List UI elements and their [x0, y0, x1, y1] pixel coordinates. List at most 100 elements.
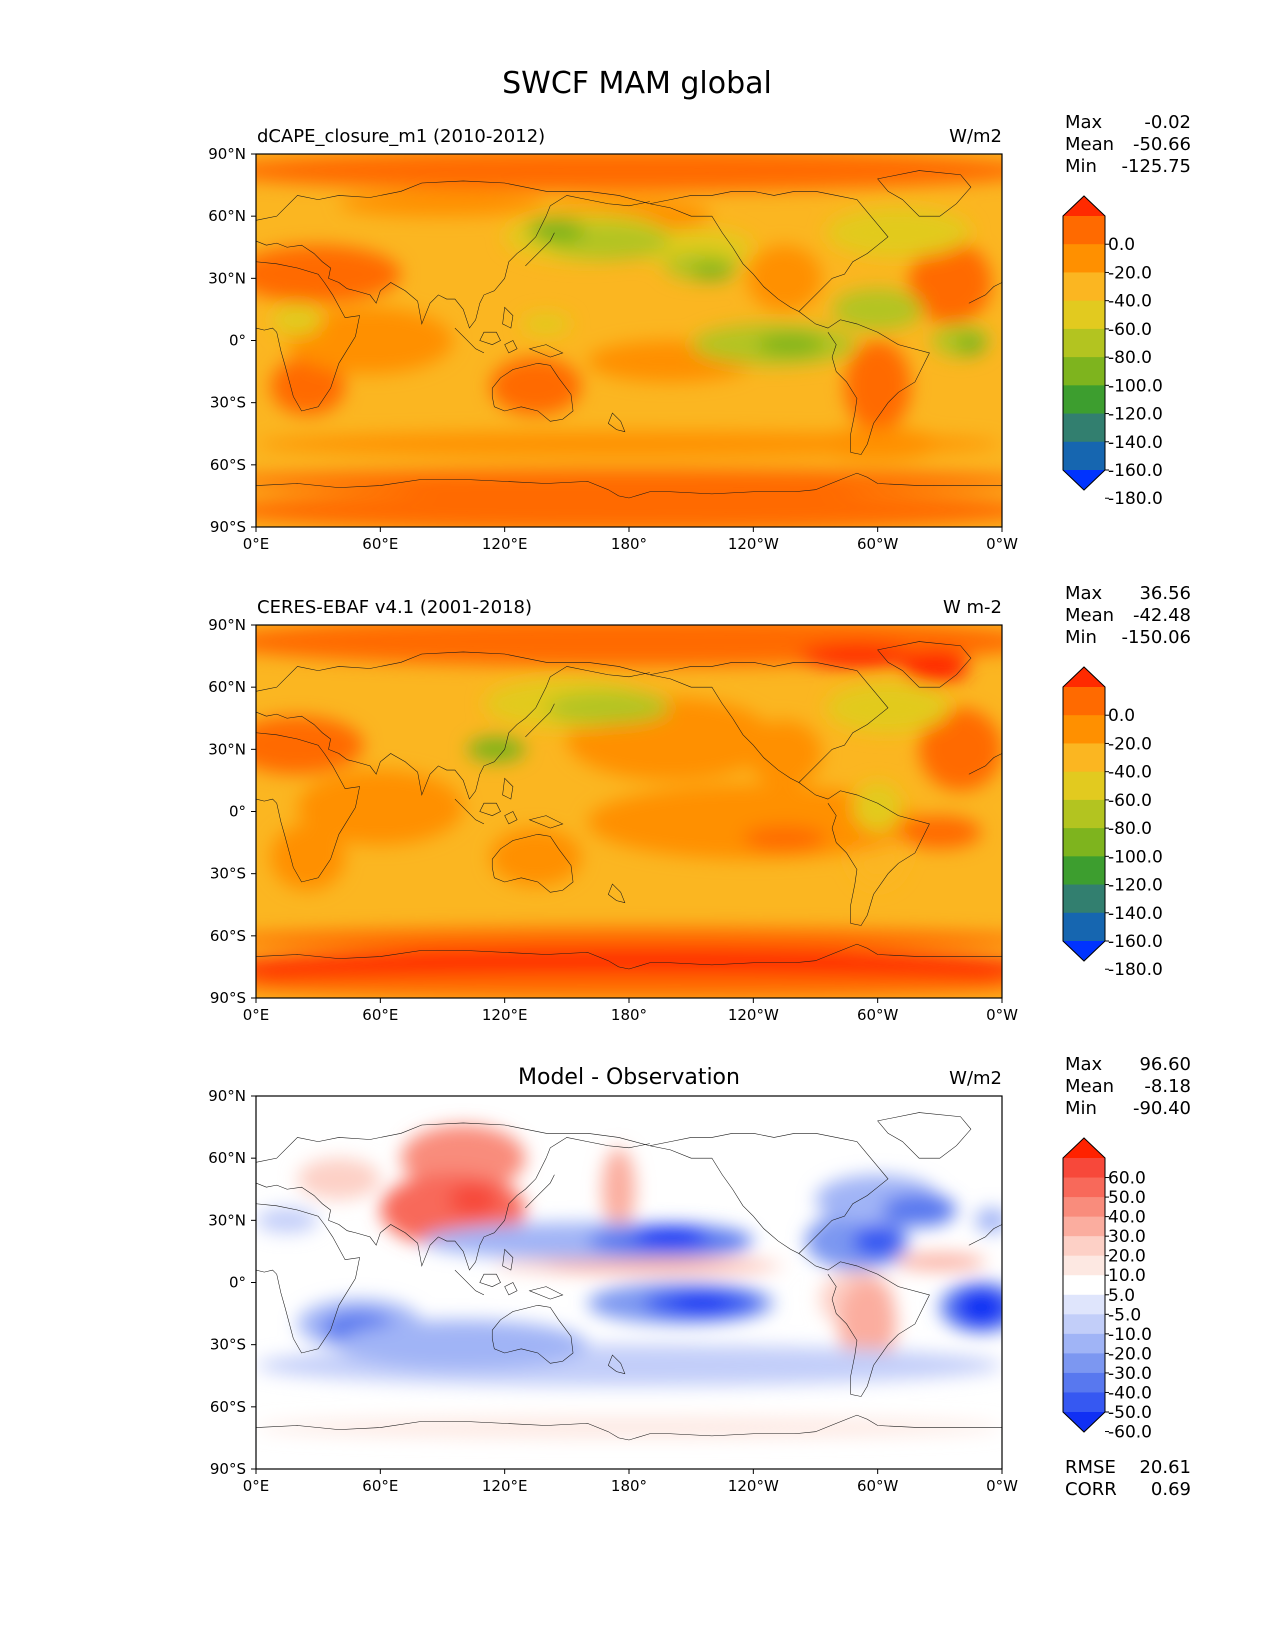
- colorbar-segment: [1063, 1177, 1105, 1198]
- x-tick-label: 120°W: [728, 535, 779, 553]
- colorbar-segment: [1063, 884, 1105, 914]
- colorbar-extend-min: [1063, 470, 1105, 490]
- field-contour: [521, 313, 571, 335]
- colorbar-label: -160.0: [1108, 932, 1163, 952]
- colorbar-extend-max: [1063, 196, 1105, 216]
- panel-model: 0°E 60°E 120°E 180° 120°W 60°W 0°W 90°N 60°N 30°N…: [208, 112, 1191, 553]
- y-tick-label: 60°S: [210, 1398, 246, 1416]
- colorbar-label: 0.0: [1108, 706, 1135, 726]
- panel-units: W m-2: [943, 597, 1002, 618]
- field-contour: [881, 1193, 957, 1227]
- field-contour: [898, 815, 982, 849]
- colorbar-label: -100.0: [1108, 847, 1163, 867]
- colorbar-segment: [1063, 385, 1105, 415]
- x-tick-label: 120°E: [482, 1477, 528, 1495]
- x-tick-label: 120°E: [482, 1006, 528, 1024]
- y-tick-label: 60°S: [210, 927, 246, 945]
- colorbar-extend-max: [1063, 667, 1105, 687]
- field-contour: [467, 736, 526, 762]
- colorbar-segment: [1063, 743, 1105, 773]
- colorbar-segment: [1063, 1236, 1105, 1257]
- stat-value: 96.60: [1139, 1054, 1191, 1075]
- x-tick-label: 60°E: [362, 535, 398, 553]
- stat-label: Mean: [1065, 1076, 1114, 1097]
- field-contour: [742, 826, 826, 851]
- field-contour: [672, 1294, 731, 1312]
- map-field: [256, 1096, 1002, 1469]
- field-contour: [908, 241, 992, 324]
- y-tick-label: 60°S: [210, 456, 246, 474]
- colorbar-label: -60.0: [1108, 1423, 1152, 1443]
- field-contour: [832, 288, 924, 331]
- x-tick-label: 0°W: [986, 1006, 1018, 1024]
- stat-value: -150.06: [1122, 627, 1191, 648]
- colorbar-segment: [1063, 1392, 1105, 1413]
- y-tick-label: 0°: [229, 803, 246, 821]
- colorbar-label: -100.0: [1108, 376, 1163, 396]
- field-contour: [490, 828, 582, 887]
- colorbar-extend-max: [1063, 1138, 1105, 1158]
- y-tick-label: 0°: [229, 1274, 246, 1292]
- y-tick-label: 30°N: [208, 269, 246, 287]
- colorbar-segment: [1063, 912, 1105, 942]
- y-tick-label: 90°N: [208, 1087, 246, 1105]
- y-tick-label: 30°S: [210, 1336, 246, 1354]
- stat-label: Mean: [1065, 134, 1114, 155]
- field-contour: [490, 357, 582, 416]
- stat-label: Max: [1065, 1054, 1103, 1075]
- field-contour: [256, 1417, 1002, 1438]
- colorbar-label: 50.0: [1108, 1188, 1146, 1208]
- stat-label: Mean: [1065, 605, 1114, 626]
- colorbar-segment: [1063, 1314, 1105, 1335]
- colorbar: 60.050.040.030.020.010.05.0-5.0-10.0-20.…: [1062, 1137, 1152, 1443]
- field-contour: [975, 1207, 1002, 1233]
- colorbar-segment: [1063, 799, 1105, 829]
- colorbar-label: -40.0: [1108, 763, 1152, 783]
- field-contour: [956, 334, 986, 356]
- y-tick-label: 90°S: [210, 518, 246, 536]
- colorbar-label: -10.0: [1108, 1325, 1152, 1345]
- colorbar-segment: [1063, 1197, 1105, 1218]
- field-contour: [527, 218, 586, 244]
- field-contour: [587, 784, 920, 860]
- stat-label: Min: [1065, 156, 1097, 177]
- colorbar-label: -60.0: [1108, 791, 1152, 811]
- field-contour: [838, 1278, 897, 1370]
- colorbar-segment: [1063, 687, 1105, 716]
- colorbar-label: -120.0: [1108, 876, 1163, 896]
- x-tick-label: 0°E: [243, 1477, 270, 1495]
- field-contour: [919, 707, 1002, 791]
- y-tick-label: 90°N: [208, 616, 246, 634]
- colorbar-label: -5.0: [1108, 1305, 1141, 1325]
- colorbar-segment: [1063, 1353, 1105, 1374]
- field-contour: [852, 1224, 903, 1258]
- colorbar-segment: [1063, 715, 1105, 744]
- x-tick-label: 120°E: [482, 535, 528, 553]
- colorbar-segment: [1063, 771, 1105, 801]
- panel-units: W/m2: [949, 126, 1002, 147]
- stat-label: RMSE: [1065, 1457, 1116, 1478]
- x-tick-label: 60°W: [857, 535, 899, 553]
- field-contour: [894, 1253, 986, 1271]
- colorbar-label: 10.0: [1108, 1266, 1146, 1286]
- colorbar-label: 40.0: [1108, 1208, 1146, 1228]
- x-tick-label: 120°W: [728, 1477, 779, 1495]
- figure-title: SWCF MAM global: [502, 66, 772, 101]
- x-tick-label: 180°: [611, 1477, 647, 1495]
- colorbar-label: 0.0: [1108, 235, 1135, 255]
- x-tick-label: 60°W: [857, 1006, 899, 1024]
- y-tick-label: 0°: [229, 332, 246, 350]
- colorbar-segment: [1063, 856, 1105, 886]
- field-contour: [256, 468, 1002, 494]
- stat-value: 20.61: [1139, 1457, 1191, 1478]
- colorbar-segment: [1063, 1294, 1105, 1315]
- colorbar-segment: [1063, 1333, 1105, 1354]
- panel-title: Model - Observation: [518, 1065, 740, 1090]
- y-tick-label: 60°N: [208, 1149, 246, 1167]
- y-tick-label: 30°S: [210, 865, 246, 883]
- colorbar: 0.0 -20.0 -40.0 -60.0 -80.0 -100.0 -120.0 -140.…: [1062, 666, 1163, 980]
- x-tick-label: 180°: [611, 535, 647, 553]
- x-tick-label: 60°W: [857, 1477, 899, 1495]
- colorbar-label: -120.0: [1108, 405, 1163, 425]
